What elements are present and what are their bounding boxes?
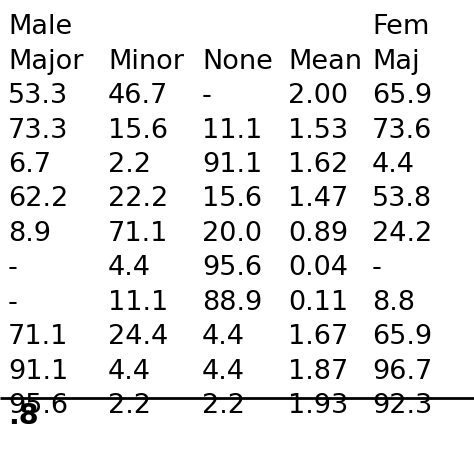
Text: 15.6: 15.6: [108, 118, 168, 144]
Text: 88.9: 88.9: [202, 290, 262, 316]
Text: Male: Male: [8, 14, 72, 40]
Text: 71.1: 71.1: [108, 221, 168, 247]
Text: 53.8: 53.8: [372, 186, 432, 212]
Text: Fem: Fem: [372, 14, 429, 40]
Text: 65.9: 65.9: [372, 83, 432, 109]
Text: 24.2: 24.2: [372, 221, 432, 247]
Text: -: -: [8, 290, 18, 316]
Text: Maj: Maj: [372, 48, 419, 74]
Text: Minor: Minor: [108, 48, 184, 74]
Text: 6.7: 6.7: [8, 152, 51, 178]
Text: 73.3: 73.3: [8, 118, 68, 144]
Text: 71.1: 71.1: [8, 325, 68, 350]
Text: .8: .8: [8, 401, 38, 429]
Text: Mean: Mean: [288, 48, 362, 74]
Text: 4.4: 4.4: [202, 359, 245, 385]
Text: 1.62: 1.62: [288, 152, 348, 178]
Text: 2.2: 2.2: [108, 152, 151, 178]
Text: 4.4: 4.4: [108, 255, 151, 282]
Text: 8.8: 8.8: [372, 290, 415, 316]
Text: 62.2: 62.2: [8, 186, 68, 212]
Text: 0.11: 0.11: [288, 290, 348, 316]
Text: 1.67: 1.67: [288, 325, 348, 350]
Text: 91.1: 91.1: [8, 359, 68, 385]
Text: 95.6: 95.6: [202, 255, 262, 282]
Text: 91.1: 91.1: [202, 152, 262, 178]
Text: 2.2: 2.2: [108, 393, 151, 419]
Text: 73.6: 73.6: [372, 118, 432, 144]
Text: 1.47: 1.47: [288, 186, 348, 212]
Text: 15.6: 15.6: [202, 186, 262, 212]
Text: 22.2: 22.2: [108, 186, 168, 212]
Text: None: None: [202, 48, 273, 74]
Text: 2.2: 2.2: [202, 393, 245, 419]
Text: 8.9: 8.9: [8, 221, 51, 247]
Text: 4.4: 4.4: [372, 152, 415, 178]
Text: 20.0: 20.0: [202, 221, 262, 247]
Text: 95.6: 95.6: [8, 393, 68, 419]
Text: 1.87: 1.87: [288, 359, 348, 385]
Text: Major: Major: [8, 48, 83, 74]
Text: -: -: [372, 255, 382, 282]
Text: -: -: [202, 83, 212, 109]
Text: 1.53: 1.53: [288, 118, 348, 144]
Text: 46.7: 46.7: [108, 83, 168, 109]
Text: 96.7: 96.7: [372, 359, 432, 385]
Text: 4.4: 4.4: [108, 359, 151, 385]
Text: -: -: [8, 255, 18, 282]
Text: 0.04: 0.04: [288, 255, 348, 282]
Text: 92.3: 92.3: [372, 393, 432, 419]
Text: 4.4: 4.4: [202, 325, 245, 350]
Text: 2.00: 2.00: [288, 83, 348, 109]
Text: 11.1: 11.1: [202, 118, 262, 144]
Text: 0.89: 0.89: [288, 221, 348, 247]
Text: 24.4: 24.4: [108, 325, 168, 350]
Text: 11.1: 11.1: [108, 290, 168, 316]
Text: 65.9: 65.9: [372, 325, 432, 350]
Text: 1.93: 1.93: [288, 393, 348, 419]
Text: 53.3: 53.3: [8, 83, 68, 109]
